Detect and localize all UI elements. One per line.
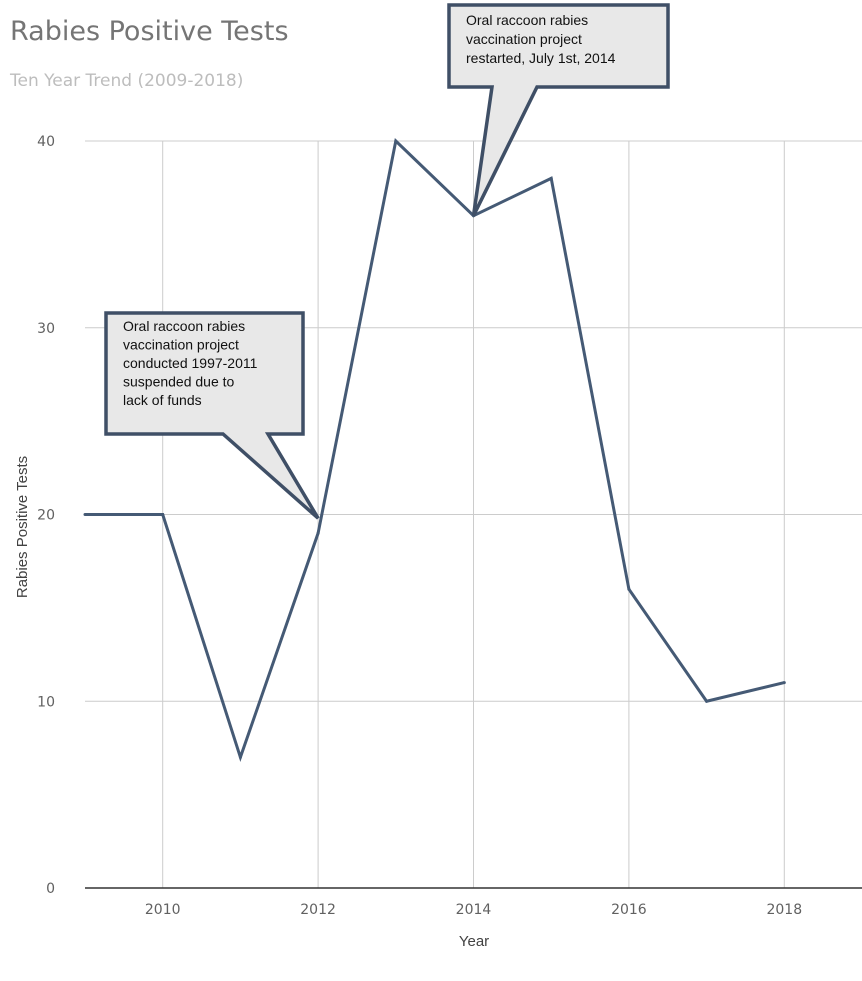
data-point xyxy=(316,531,320,535)
data-point xyxy=(549,176,553,180)
x-tick-label: 2012 xyxy=(300,902,336,918)
annotation-callout xyxy=(104,311,320,520)
y-tick-label: 10 xyxy=(37,694,55,710)
y-tick-label: 40 xyxy=(37,134,55,150)
annotation-text: conducted 1997-2011 xyxy=(123,355,258,371)
annotation-callout xyxy=(447,3,670,217)
grid xyxy=(85,140,862,888)
y-axis-title: Rabies Positive Tests xyxy=(14,456,31,598)
data-point xyxy=(627,587,631,591)
data-point xyxy=(394,139,398,143)
data-point xyxy=(705,699,709,703)
series-line xyxy=(85,138,785,763)
annotation-text: suspended due to xyxy=(123,374,235,390)
x-tick-label: 2018 xyxy=(766,902,802,918)
annotation-text: restarted, July 1st, 2014 xyxy=(466,50,616,66)
y-tick-label: 0 xyxy=(46,881,55,897)
x-tick-label: 2016 xyxy=(611,902,647,918)
annotations: Oral raccoon rabies vaccination project co… xyxy=(104,3,670,520)
data-point xyxy=(83,513,87,516)
annotation-text: vaccination project xyxy=(466,31,582,47)
annotation-text: Oral raccoon rabies xyxy=(123,318,245,334)
x-tick-label: 2010 xyxy=(145,902,181,918)
y-tick-label: 30 xyxy=(37,321,55,337)
series-layer xyxy=(83,138,786,763)
chart-title: Rabies Positive Tests xyxy=(10,16,289,47)
data-point xyxy=(161,513,165,516)
data-point xyxy=(782,681,786,685)
chart-subtitle: Ten Year Trend (2009-2018) xyxy=(9,71,243,91)
x-axis-title: Year xyxy=(459,933,489,950)
annotation-text: lack of funds xyxy=(123,392,202,408)
data-point xyxy=(238,755,242,759)
axes: 2010 2012 2014 2016 2018 0 10 20 30 40 xyxy=(37,134,862,918)
x-tick-label: 2014 xyxy=(456,902,492,918)
annotation-text: Oral raccoon rabies xyxy=(466,12,588,28)
annotation-text: vaccination project xyxy=(123,337,239,353)
y-tick-label: 20 xyxy=(37,508,55,524)
